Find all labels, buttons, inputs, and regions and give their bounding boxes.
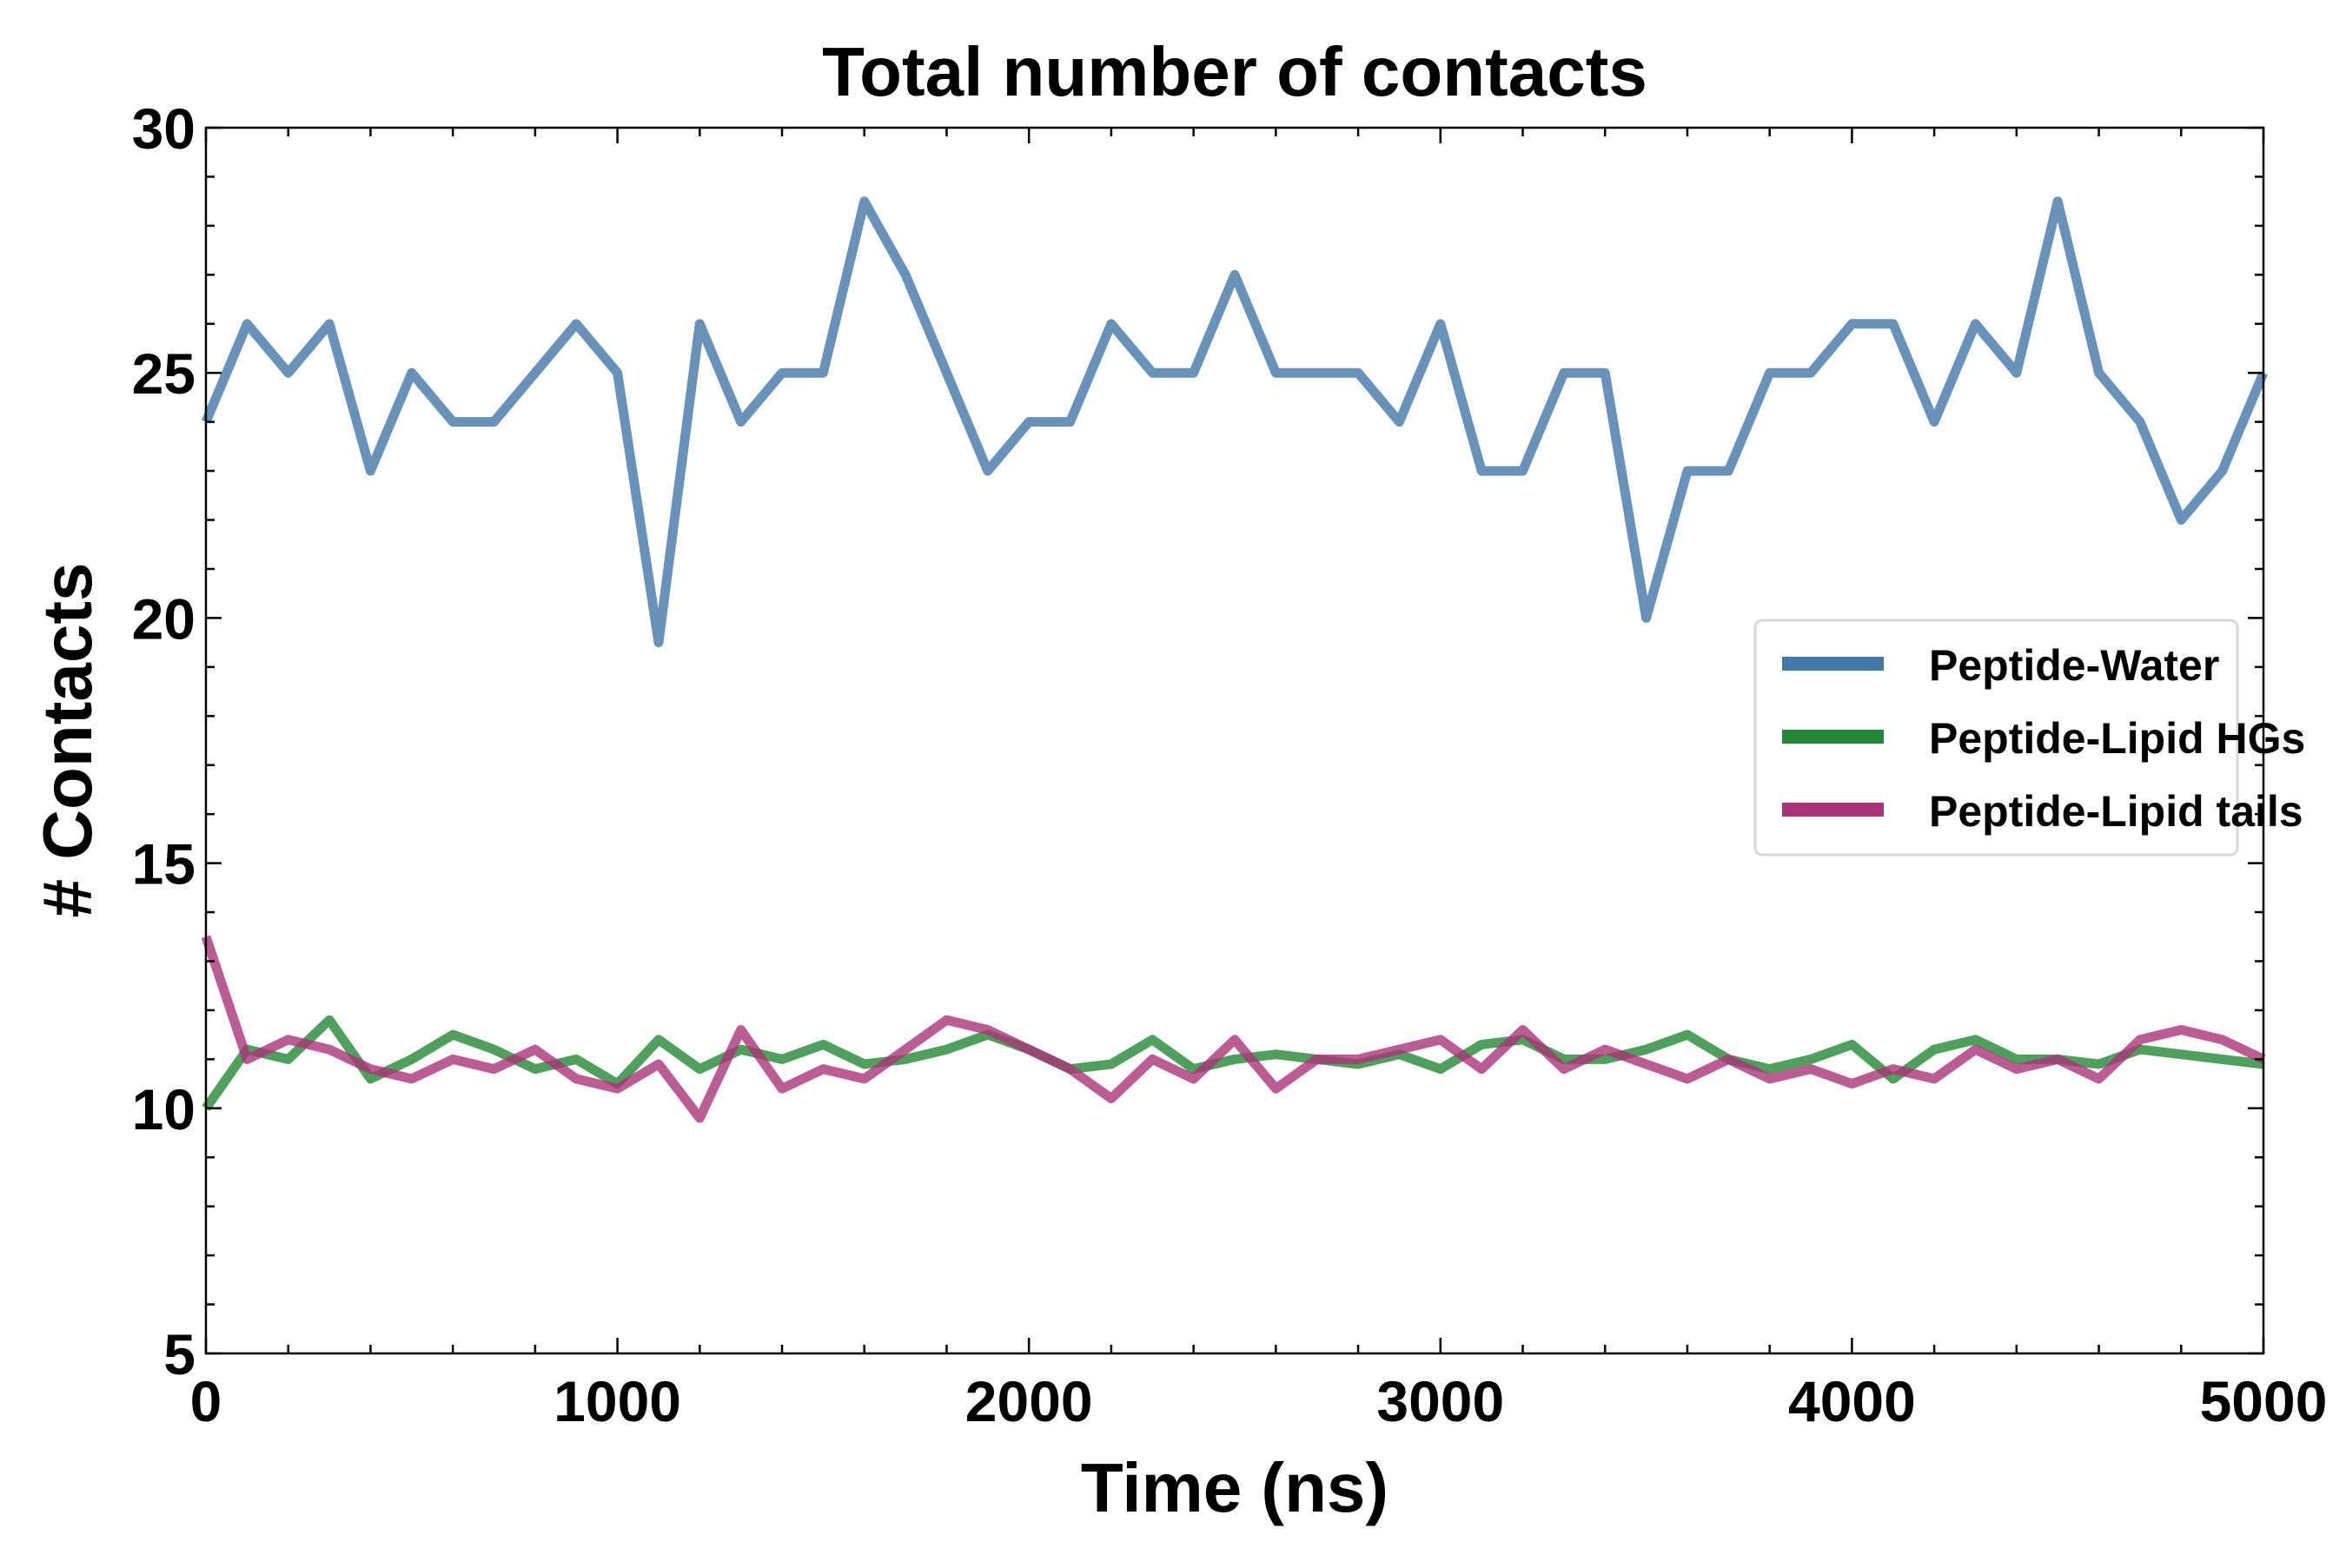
y-tick-label: 10 [132, 1077, 196, 1141]
legend-label: Peptide-Water [1929, 641, 2219, 690]
axis-ticks: 0 1000 2000 3000 4000 5000 5 10 15 20 25 30 [132, 96, 2328, 1433]
y-tick-label: 5 [163, 1322, 196, 1386]
x-tick-label: 2000 [965, 1369, 1093, 1433]
y-axis-label: # Contacts [29, 563, 106, 918]
y-tick-label: 15 [132, 832, 196, 896]
legend-label: Peptide-Lipid HGs [1929, 714, 2305, 763]
x-tick-label: 5000 [2200, 1369, 2328, 1433]
plot-frame [204, 126, 2265, 1355]
legend: Peptide-Water Peptide-Lipid HGs Peptide-Li… [1753, 619, 2305, 857]
x-tick-label: 1000 [553, 1369, 681, 1433]
x-tick-label: 4000 [1788, 1369, 1916, 1433]
series-line-peptide-lipid-hgs [202, 1015, 2264, 1111]
chart-title: Total number of contacts [822, 33, 1647, 110]
series-lines [201, 196, 2269, 1123]
x-tick-label: 0 [190, 1369, 222, 1433]
y-tick-label: 20 [132, 586, 196, 651]
legend-box [1753, 619, 2239, 857]
series-line-peptide-water [201, 196, 2269, 648]
y-tick-label: 25 [132, 341, 196, 406]
y-tick-label: 30 [132, 96, 196, 161]
x-axis-label: Time (ns) [1081, 1449, 1388, 1526]
series-line-peptide-lipid-tails [201, 935, 2266, 1123]
x-tick-label: 3000 [1376, 1369, 1504, 1433]
legend-label: Peptide-Lipid tails [1929, 787, 2303, 836]
